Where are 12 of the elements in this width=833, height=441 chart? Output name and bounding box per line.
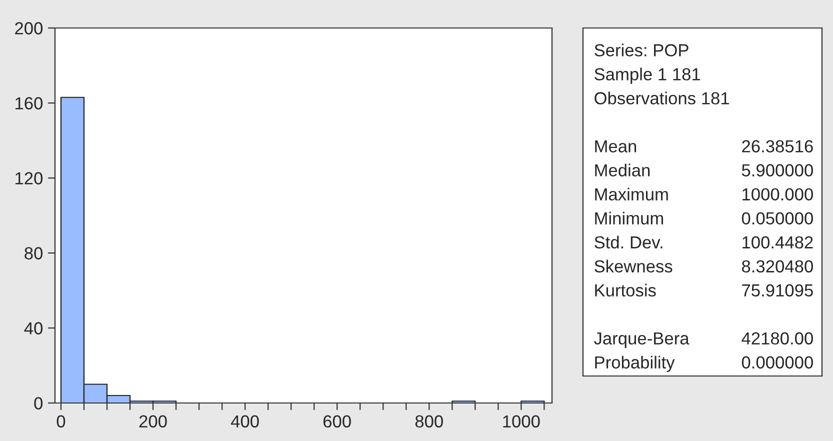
- x-tick-label: 0: [56, 415, 66, 428]
- y-tick-label: 120: [16, 172, 43, 184]
- x-tick-label: 800: [415, 415, 443, 428]
- y-tick-label: 160: [16, 97, 43, 110]
- x-tick-label: 1000: [503, 415, 540, 428]
- y-tick-label: 200: [15, 22, 43, 34]
- y-tick-label: 40: [24, 322, 43, 334]
- x-tick-label: 200: [139, 415, 167, 428]
- y-tick-label: 0: [34, 397, 43, 410]
- x-tick-label: 600: [323, 415, 351, 428]
- x-tick-label: 400: [230, 415, 259, 428]
- y-tick-label: 80: [24, 247, 43, 260]
